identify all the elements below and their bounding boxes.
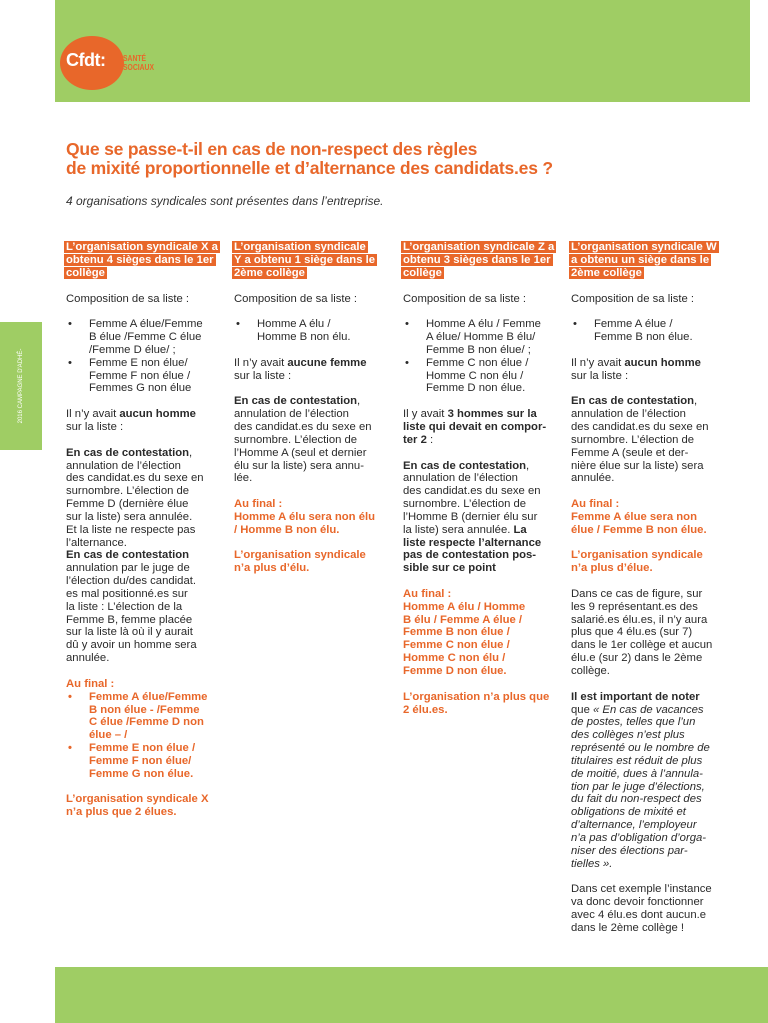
header-band: [55, 0, 750, 102]
paragraph: Dans ce cas de figure, sur les 9 représe…: [571, 588, 731, 678]
text-run: sur la liste :: [571, 369, 629, 382]
list-item: Femme C non élue / Homme C non élu / Fem…: [403, 357, 559, 396]
column-w: L’organisation syndicale W a obtenu un s…: [569, 241, 731, 948]
column-heading-wrap: L’organisation syndicale Y a obtenu 1 si…: [232, 241, 390, 280]
text-run: que: [571, 703, 590, 716]
paragraph: En cas de contestation, annulation de l’…: [571, 395, 731, 485]
text-run: Dans ce cas de figure, sur les 9 représe…: [571, 587, 713, 677]
text-run: , annulation de l’élection des candidat.…: [66, 446, 204, 549]
bold-text: En cas de contestation: [234, 395, 358, 408]
bullet-list: Femme A élue / Femme B non élue.: [571, 318, 731, 344]
bold-text: La liste respecte l’alternance pas de co…: [403, 523, 542, 575]
bold-text: En cas de contestation: [403, 459, 527, 472]
bold-text: Il est important de noter: [571, 690, 700, 703]
paragraph: En cas de contestation, annulation de l’…: [66, 447, 222, 665]
column-z: L’organisation syndicale Z a obtenu 3 si…: [401, 241, 559, 729]
bold-text: En cas de contestation: [571, 395, 695, 408]
text-run: Au final :: [66, 677, 115, 690]
footer-band: [55, 967, 768, 1023]
paragraph: Il est important de noter que « En cas d…: [571, 691, 731, 871]
text-run: Au final : Femme A élue sera non élue / …: [571, 498, 707, 536]
text-run: , annulation de l’élection des candidat.…: [571, 395, 709, 485]
text-run: Il n’y avait: [571, 356, 625, 369]
text-run: sur la liste :: [234, 369, 292, 382]
text-run: Il n’y avait: [234, 356, 288, 369]
list-item: Homme A élu / Femme A élue/ Homme B élu/…: [403, 318, 559, 357]
text-run: , annulation de l’élection des candidat.…: [234, 395, 372, 485]
side-tab-label: 2016 CAMPAGNE D'ADHÉ-: [18, 348, 24, 424]
bullet-list: Femme A élue/Femme B élue /Femme C élue …: [66, 318, 222, 395]
bullet-list: Femme A élue/Femme B non élue - /Femme C…: [66, 691, 222, 781]
page-title: Que se passe-t-il en cas de non-respect …: [66, 139, 553, 178]
text-run: sur la liste :: [66, 420, 124, 433]
text-run: Composition de sa liste :: [403, 292, 527, 305]
column-heading: L’organisation syndicale W a obtenu un s…: [569, 241, 719, 279]
conclusion-paragraph: L’organisation syndicale n’a plus d’élue…: [571, 549, 731, 575]
paragraph: Composition de sa liste :: [66, 293, 222, 306]
logo-brand: Cfdt:: [66, 50, 106, 70]
paragraph: Il y avait 3 hommes sur la liste qui dev…: [403, 408, 559, 447]
text-run: , annulation de l’élection des candidat.…: [403, 459, 541, 536]
paragraph: Composition de sa liste :: [571, 293, 731, 306]
conclusion-paragraph: L’organisation syndicale n’a plus d’élu.: [234, 549, 390, 575]
text-run: Il n’y avait: [66, 408, 120, 421]
page-number: 4: [66, 950, 73, 964]
paragraph: Dans cet exemple l’instance va donc devo…: [571, 883, 731, 934]
list-item: Femme E non élue / Femme F non élue/ Fem…: [66, 742, 222, 781]
page-subtitle: 4 organisations syndicales sont présente…: [66, 194, 384, 208]
text-run: Il y avait: [403, 408, 448, 421]
conclusion-paragraph: L’organisation syndicale X n’a plus que …: [66, 793, 222, 819]
paragraph: Il n’y avait aucun homme sur la liste :: [571, 357, 731, 383]
text-run: Dans cet exemple l’instance va donc devo…: [571, 883, 712, 934]
list-item: Femme A élue / Femme B non élue.: [571, 318, 731, 344]
bold-text: En cas de contestation: [66, 446, 190, 459]
cfdt-logo-circle: [60, 36, 124, 90]
side-tab: [0, 322, 42, 450]
conclusion-paragraph: L’organisation n’a plus que 2 élu.es.: [403, 691, 559, 717]
column-heading-wrap: L’organisation syndicale W a obtenu un s…: [569, 241, 731, 280]
bullet-list: Homme A élu / Homme B non élu.: [234, 318, 390, 344]
list-item: Homme A élu / Homme B non élu.: [234, 318, 390, 344]
text-run: L’organisation syndicale X n’a plus que …: [66, 793, 209, 819]
bold-text: aucune femme: [287, 356, 367, 369]
column-heading: L’organisation syndicale Y a obtenu 1 si…: [232, 241, 378, 279]
italic-quote: « En cas de vacances de postes, telles q…: [571, 703, 710, 870]
paragraph: Il n’y avait aucune femme sur la liste :: [234, 357, 390, 383]
bold-text: aucun homme: [624, 356, 701, 369]
text-run: Au final : Homme A élu sera non élu / Ho…: [234, 498, 376, 536]
text-run: Composition de sa liste :: [234, 292, 358, 305]
bold-text: 3 hommes sur la liste qui devait en comp…: [403, 408, 547, 446]
column-heading: L’organisation syndicale Z a obtenu 3 si…: [401, 241, 557, 279]
list-item: Femme E non élue/ Femme F non élue / Fem…: [66, 357, 222, 396]
text-run: Composition de sa liste :: [571, 292, 695, 305]
text-run: annulation par le juge de l’élection du/…: [66, 562, 197, 665]
list-item: Femme A élue/Femme B élue /Femme C élue …: [66, 318, 222, 357]
text-run: Au final : Homme A élu / Homme B élu / F…: [403, 587, 526, 677]
bold-text: En cas de contestation: [66, 549, 190, 562]
list-item: Femme A élue/Femme B non élue - /Femme C…: [66, 691, 222, 742]
bullet-list: Homme A élu / Femme A élue/ Homme B élu/…: [403, 318, 559, 395]
paragraph: Composition de sa liste :: [234, 293, 390, 306]
text-run: L’organisation syndicale n’a plus d’élue…: [571, 549, 703, 575]
conclusion-paragraph: Au final : Homme A élu sera non élu / Ho…: [234, 498, 390, 537]
text-run: Composition de sa liste :: [66, 292, 190, 305]
text-run: L’organisation n’a plus que 2 élu.es.: [403, 690, 550, 716]
column-x: L’organisation syndicale X a obtenu 4 si…: [64, 241, 222, 832]
paragraph: Composition de sa liste :: [403, 293, 559, 306]
conclusion-paragraph: Au final : Femme A élue sera non élue / …: [571, 498, 731, 537]
logo-subtitle: SANTÉ SOCIAUX: [123, 53, 154, 72]
text-run: :: [426, 433, 434, 446]
conclusion-paragraph: Au final :: [66, 678, 222, 691]
column-heading-wrap: L’organisation syndicale X a obtenu 4 si…: [64, 241, 222, 280]
column-heading: L’organisation syndicale X a obtenu 4 si…: [64, 241, 220, 279]
paragraph: Il n’y avait aucun homme sur la liste :: [66, 408, 222, 434]
conclusion-paragraph: Au final : Homme A élu / Homme B élu / F…: [403, 588, 559, 678]
paragraph: En cas de contestation, annulation de l’…: [403, 460, 559, 576]
paragraph: En cas de contestation, annulation de l’…: [234, 395, 390, 485]
column-y: L’organisation syndicale Y a obtenu 1 si…: [232, 241, 390, 588]
text-run: L’organisation syndicale n’a plus d’élu.: [234, 549, 366, 575]
column-heading-wrap: L’organisation syndicale Z a obtenu 3 si…: [401, 241, 559, 280]
bold-text: aucun homme: [119, 408, 196, 421]
